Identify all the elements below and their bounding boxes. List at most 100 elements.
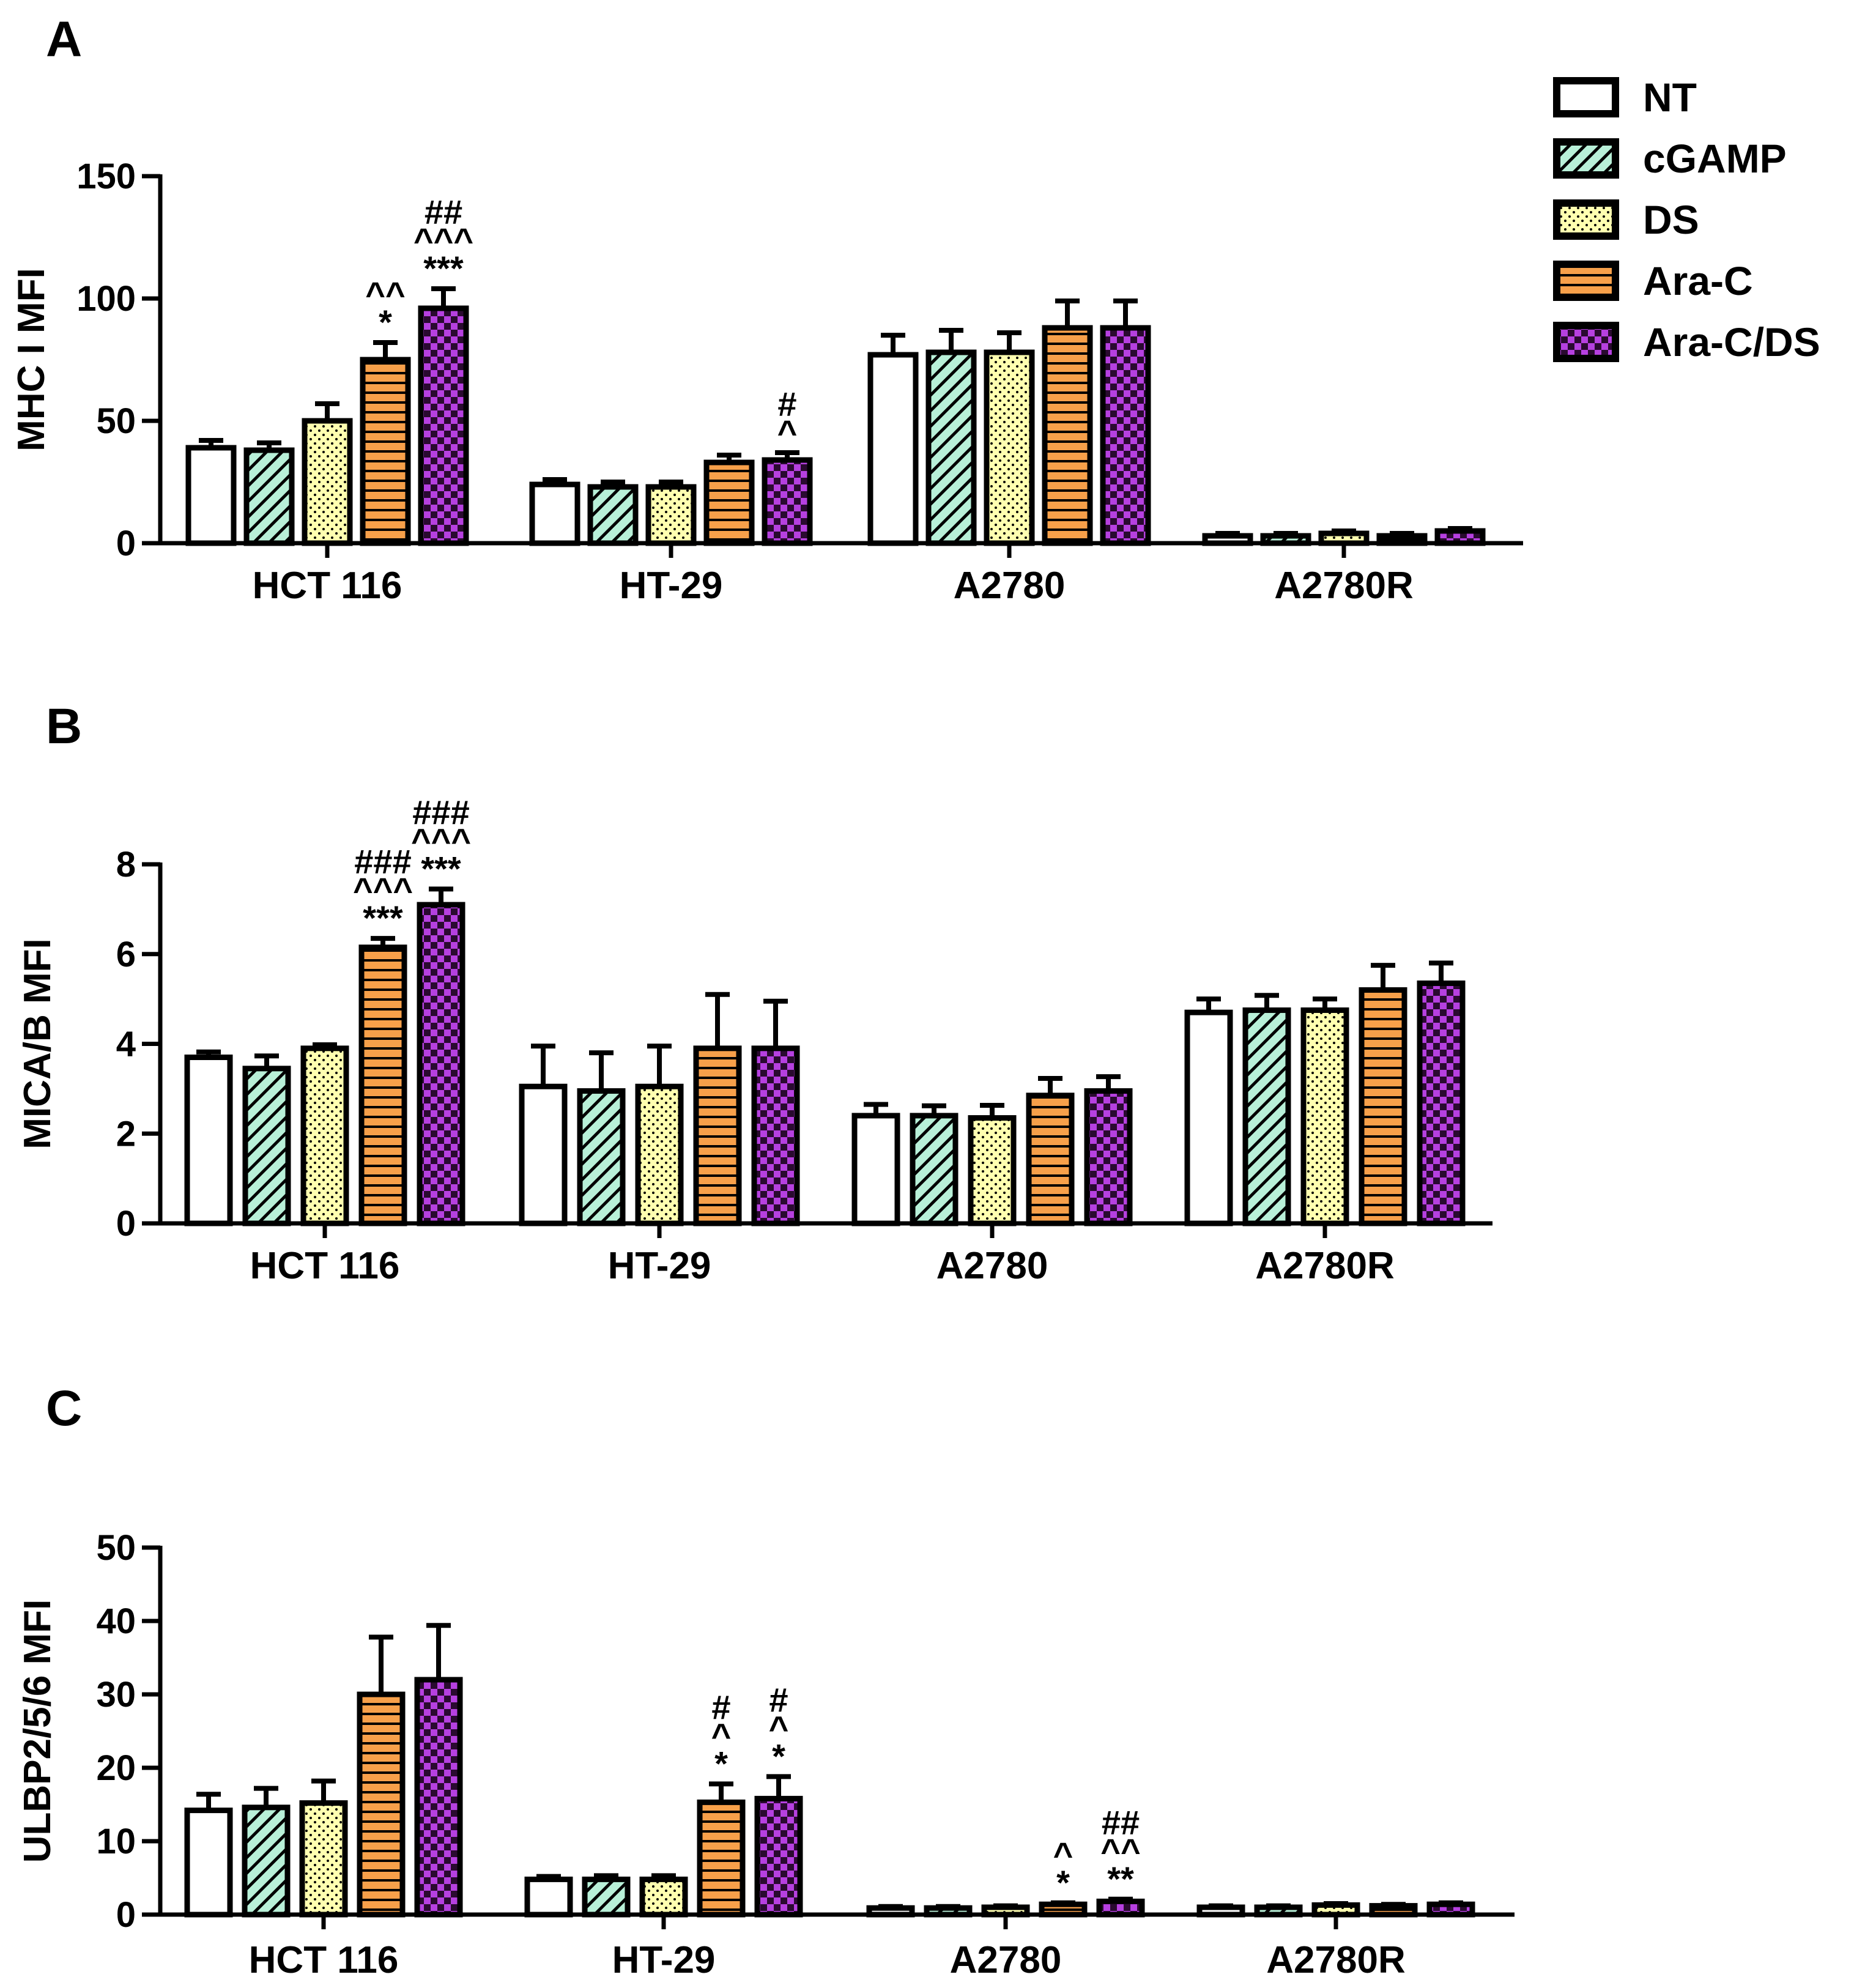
panel-c-bar-hct-116-cgamp bbox=[242, 1804, 291, 1918]
legend-swatch-cgamp bbox=[1553, 138, 1619, 179]
panel-b-bar-a2780r-ara-c bbox=[1359, 987, 1407, 1226]
legend-item-arac-ds: Ara-C/DS bbox=[1553, 319, 1820, 365]
panel-a-bar-ht-29-ara-c-ds bbox=[762, 457, 813, 546]
panel-a-significance-marker: # bbox=[777, 385, 796, 423]
panel-a-bar-a2780-ara-c-ds bbox=[1100, 325, 1151, 546]
panel-c-bar-a2780r-ara-c-ds bbox=[1426, 1901, 1475, 1918]
legend-swatch-arac-ds bbox=[1553, 322, 1619, 362]
panel-b-y-tick-label: 4 bbox=[116, 1025, 136, 1064]
panel-b-bar-a2780-cgamp bbox=[910, 1113, 959, 1226]
panel-c-bar-hct-116-ara-c bbox=[357, 1691, 406, 1918]
legend-label-cgamp: cGAMP bbox=[1643, 136, 1787, 181]
panel-a-bar-ht-29-ds bbox=[645, 484, 697, 546]
panel-b-significance-marker: ^^^ bbox=[411, 821, 471, 859]
panel-a-bar-hct-116-nt bbox=[185, 445, 237, 546]
legend-label-arac-ds: Ara-C/DS bbox=[1643, 319, 1820, 365]
panel-b-bar-a2780-ara-c bbox=[1026, 1092, 1075, 1226]
panel-c-significance-marker: * bbox=[714, 1744, 728, 1782]
panel-b-bar-ht-29-ara-c-ds bbox=[751, 1045, 800, 1226]
panel-a-bar-ht-29-cgamp bbox=[587, 484, 639, 546]
panel-a-category-label: A2780 bbox=[954, 565, 1066, 607]
panel-c-bar-a2780r-ara-c bbox=[1369, 1903, 1418, 1918]
panel-b-bar-hct-116-ara-c bbox=[358, 944, 407, 1226]
panel-label-c: C bbox=[46, 1381, 82, 1436]
panel-b-category-label: HCT 116 bbox=[250, 1245, 400, 1287]
panel-c-bar-ht-29-nt bbox=[524, 1876, 573, 1918]
panel-b-category-label: A2780 bbox=[936, 1245, 1048, 1287]
panel-c-bar-a2780r-cgamp bbox=[1254, 1904, 1303, 1918]
panel-b-bar-a2780-ara-c-ds bbox=[1084, 1088, 1133, 1226]
legend-item-cgamp: cGAMP bbox=[1553, 136, 1787, 181]
panel-b-bar-a2780-ds bbox=[968, 1115, 1017, 1226]
panel-c-category-label: A2780R bbox=[1266, 1939, 1405, 1981]
panel-c-bar-hct-116-ara-c-ds bbox=[414, 1677, 463, 1918]
panel-c-significance-marker: # bbox=[711, 1688, 730, 1726]
panel-c-bar-hct-116-nt bbox=[184, 1808, 233, 1918]
legend-label-arac: Ara-C bbox=[1643, 258, 1753, 303]
panel-c-bar-a2780-nt bbox=[866, 1905, 915, 1918]
panel-b-bar-hct-116-ds bbox=[300, 1045, 349, 1226]
panel-a-category-label: HCT 116 bbox=[253, 565, 402, 607]
panel-a-y-axis-title: MHC I MFI bbox=[10, 268, 53, 451]
panel-a-bar-ht-29-nt bbox=[529, 481, 580, 546]
panel-c-y-tick-label: 20 bbox=[96, 1748, 136, 1788]
legend-item-ds: DS bbox=[1553, 197, 1699, 242]
panel-b-chart: 0 2 4 6 8 MICA/B MFI HCT 116 HT-29 A2780 A2780R ##… bbox=[17, 793, 1492, 1287]
panel-b-bar-a2780r-ds bbox=[1300, 1007, 1349, 1226]
legend-swatch-arac bbox=[1553, 261, 1619, 301]
panel-a-bar-hct-116-cgamp bbox=[243, 447, 295, 546]
panel-a-bar-a2780-ds bbox=[984, 349, 1035, 546]
panel-a-bar-a2780r-ds bbox=[1318, 530, 1370, 546]
panel-c-chart: 0 10 20 30 40 50 ULBP2/5/6 MFI HCT 116 HT-29 A278… bbox=[17, 1528, 1515, 1981]
panel-a-category-label: HT-29 bbox=[620, 565, 723, 607]
panel-c-significance-marker: ^ bbox=[769, 1708, 789, 1747]
panel-c-significance-marker: * bbox=[1056, 1863, 1070, 1902]
legend-item-arac: Ara-C bbox=[1553, 258, 1753, 303]
panel-c-category-label: HT-29 bbox=[612, 1939, 716, 1981]
panel-a-y-tick-label: 0 bbox=[116, 524, 136, 563]
panel-a-bar-a2780r-nt bbox=[1202, 533, 1253, 546]
panel-c-bar-ht-29-ara-c bbox=[697, 1799, 746, 1918]
panel-b-y-tick-label: 2 bbox=[116, 1114, 136, 1154]
panel-c-bar-a2780r-nt bbox=[1196, 1904, 1245, 1918]
panel-b-significance-marker: ### bbox=[412, 793, 469, 831]
panel-c-bar-a2780-ara-c bbox=[1039, 1901, 1088, 1918]
legend-swatch-nt bbox=[1553, 77, 1619, 117]
panel-b-bar-hct-116-nt bbox=[184, 1055, 233, 1226]
panel-a-significance-marker: *** bbox=[423, 249, 464, 287]
panel-b-bar-a2780r-nt bbox=[1184, 1009, 1233, 1226]
panel-a-bar-a2780r-ara-c-ds bbox=[1434, 528, 1486, 546]
panel-c-y-tick-label: 50 bbox=[96, 1528, 136, 1568]
panel-c-bar-ht-29-cgamp bbox=[582, 1876, 631, 1918]
panel-c-y-tick-label: 0 bbox=[116, 1895, 136, 1935]
legend-swatch-ds bbox=[1553, 199, 1619, 240]
panel-b-bar-ht-29-cgamp bbox=[577, 1088, 626, 1226]
legend: NT cGAMP DS Ara-C Ara-C/DS bbox=[1553, 75, 1820, 365]
panel-c-bar-ht-29-ara-c-ds bbox=[754, 1795, 803, 1918]
panel-c-y-tick-label: 30 bbox=[96, 1675, 136, 1715]
panel-c-y-tick-label: 10 bbox=[96, 1822, 136, 1861]
panel-c-bar-hct-116-ds bbox=[299, 1800, 348, 1918]
panel-b-significance-marker: ^^^ bbox=[353, 870, 413, 909]
panel-c-significance-marker: * bbox=[772, 1737, 785, 1775]
panel-a-bar-a2780-cgamp bbox=[925, 349, 977, 546]
panel-a-significance-marker: * bbox=[379, 303, 392, 341]
panel-a-bar-a2780-ara-c bbox=[1042, 325, 1093, 546]
legend-item-nt: NT bbox=[1553, 75, 1697, 120]
panel-c-bar-a2780-cgamp bbox=[924, 1905, 973, 1918]
panel-b-category-label: A2780R bbox=[1255, 1245, 1394, 1287]
panel-c-bar-ht-29-ds bbox=[639, 1876, 688, 1918]
panel-c-significance-marker: ** bbox=[1107, 1860, 1134, 1898]
panel-b-y-tick-label: 8 bbox=[116, 845, 136, 885]
panel-b-bar-ht-29-nt bbox=[519, 1083, 568, 1226]
panel-c-significance-marker: # bbox=[769, 1680, 788, 1719]
panel-a-y-tick-label: 150 bbox=[76, 157, 136, 196]
panel-b-category-label: HT-29 bbox=[608, 1245, 711, 1287]
legend-label-nt: NT bbox=[1643, 75, 1697, 120]
panel-c-significance-marker: ^ bbox=[1053, 1835, 1073, 1874]
panel-label-b: B bbox=[46, 699, 82, 754]
panel-a-y-tick-label: 100 bbox=[76, 279, 136, 319]
panel-a-bar-a2780-nt bbox=[867, 352, 919, 546]
legend-label-ds: DS bbox=[1643, 197, 1699, 242]
